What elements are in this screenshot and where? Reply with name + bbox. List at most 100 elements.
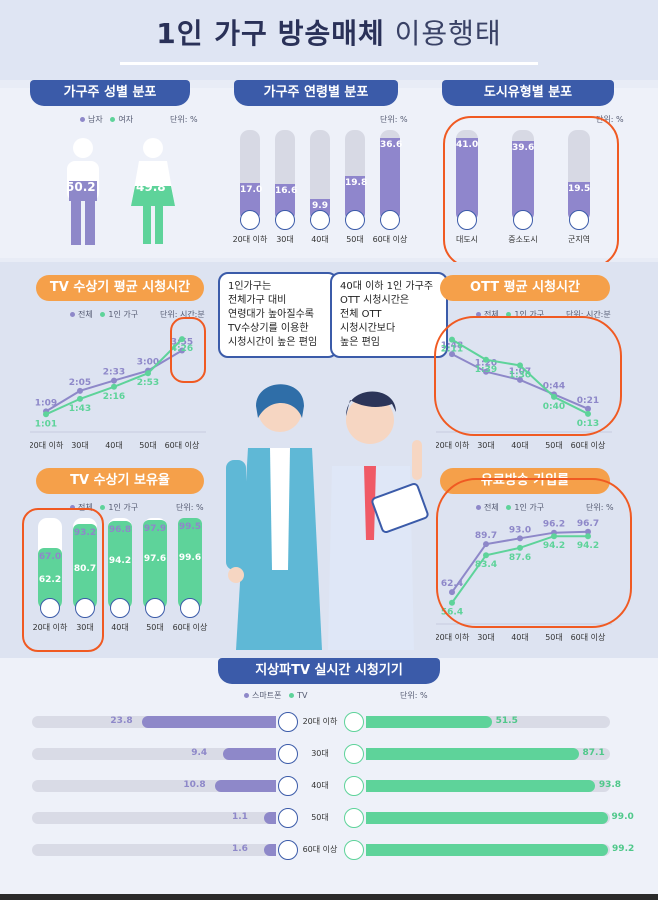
realtime-icon-smartphone [278, 712, 298, 732]
tv-own-label: 30대 [76, 623, 94, 632]
age-chart: 17.0 20대 이하 16.6 30대 9.9 40대 19.8 50대 36.6 60대 이상 [228, 126, 408, 256]
tv-own-bar-total: 99.5 [178, 518, 202, 610]
realtime-value-smartphone: 10.8 [183, 780, 206, 790]
paid-point-single [585, 533, 591, 540]
male-value: 50.2 [66, 180, 96, 194]
ott-time-point-single [551, 393, 557, 400]
realtime-icon-tv [344, 744, 364, 764]
ott-time-point-single [517, 362, 523, 369]
tv-own-icon [40, 598, 60, 618]
tv-time-point-single [145, 370, 151, 377]
realtime-icon-tv [344, 808, 364, 828]
tv-own-legend: 전체 1인 가구 [70, 502, 138, 513]
age-label: 50대 [346, 235, 364, 244]
ott-time-value-single: 1:39 [475, 365, 497, 375]
man-illustration [328, 391, 429, 650]
tv-own-chart: 67.0 62.2 20대 이하 93.2 80.7 30대 96.8 94.2 40대 97.9… [30, 514, 210, 646]
realtime-value-smartphone: 1.1 [232, 812, 248, 822]
paid-value-total: 96.2 [543, 520, 565, 530]
tv-time-point-single [179, 336, 185, 343]
realtime-unit: 단위: % [400, 691, 428, 700]
tv-time-xlabel: 50대 [139, 441, 157, 450]
realtime-bar-smartphone [142, 716, 276, 728]
tv-own-value-total: 99.5 [178, 522, 202, 533]
age-value: 36.6 [380, 139, 403, 150]
age-icon [380, 210, 400, 230]
tv-time-value-single: 2:53 [137, 378, 159, 388]
male-figure [67, 138, 99, 245]
city-icon [513, 210, 533, 230]
realtime-bg-smartphone [32, 748, 276, 760]
tv-time-value-total: 3:00 [137, 358, 159, 368]
ott-time-xlabel: 40대 [511, 441, 529, 450]
paid-point-total [517, 535, 523, 542]
age-value: 17.0 [240, 184, 263, 195]
age-icon [240, 210, 260, 230]
realtime-bar-smartphone [223, 748, 276, 760]
tv-time-value-total: 2:33 [103, 368, 125, 378]
tv-own-value-single: 62.2 [38, 574, 62, 585]
realtime-bar-tv [366, 812, 608, 824]
city-value: 41.0 [456, 140, 479, 151]
age-icon [275, 210, 295, 230]
age-bar-bg [310, 130, 330, 222]
age-label: 40대 [311, 235, 329, 244]
realtime-icon-smartphone [278, 776, 298, 796]
city-label: 중소도시 [508, 235, 538, 244]
tv-time-value-total: 1:09 [35, 398, 57, 408]
ott-time-point-total [483, 368, 489, 375]
realtime-bar-tv [366, 780, 595, 792]
tv-time-point-total [77, 387, 83, 394]
city-label: 대도시 [455, 235, 479, 244]
tv-time-xlabel: 60대 이상 [165, 440, 200, 450]
tv-own-value-total: 67.0 [38, 552, 62, 563]
age-bar: 36.6 [380, 137, 403, 222]
ott-time-value-single: 1:30 [509, 370, 531, 380]
gender-unit: 단위: % [170, 115, 198, 124]
tv-own-label: 20대 이하 [32, 623, 68, 632]
tv-own-label: 60대 이상 [172, 623, 208, 632]
paid-value-total: 62.4 [441, 579, 463, 589]
paid-xlabel: 20대 이하 [436, 632, 470, 642]
realtime-tab: 지상파TV 실시간 시청기기 [218, 658, 440, 684]
annotation-tv-own [22, 508, 104, 652]
city-label: 군지역 [567, 235, 591, 244]
paid-point-single [483, 552, 489, 559]
ott-time-value-total: 1:07 [509, 367, 531, 377]
paid-point-total [483, 541, 489, 548]
realtime-label: 20대 이하 [302, 717, 338, 726]
age-label: 20대 이하 [232, 235, 268, 244]
tv-time-chart: 1:09 2:05 2:33 3:00 3:55 1:01 1:43 2:16 2:53 4:26… [30, 336, 206, 450]
realtime-bar-tv [366, 844, 609, 856]
age-value: 16.6 [275, 185, 298, 196]
realtime-icon-tv [344, 712, 364, 732]
paid-value-total: 93.0 [509, 525, 531, 535]
tv-time-value-total: 3:55 [171, 338, 193, 348]
ott-time-unit: 단위: 시간:분 [566, 310, 611, 319]
realtime-bar-tv [366, 716, 492, 728]
tv-time-point-single [43, 411, 49, 418]
city-bar: 41.0 [456, 138, 478, 222]
tv-time-point-single [77, 395, 83, 402]
realtime-bar-smartphone [264, 812, 276, 824]
tv-time-value-single: 1:01 [35, 419, 57, 429]
callout-right: 40대 이하 1인 가구주 OTT 시청시간은 전체 OTT 시청시간보다 높은 편임 [330, 272, 448, 358]
age-value: 9.9 [312, 201, 328, 212]
paid-legend: 전체 1인 가구 [476, 502, 544, 513]
realtime-bg-smartphone [32, 812, 276, 824]
tv-own-label: 50대 [146, 623, 164, 632]
paid-value-single: 83.4 [475, 560, 497, 570]
realtime-value-tv: 87.1 [582, 748, 605, 758]
realtime-value-tv: 99.0 [611, 812, 634, 822]
city-value: 39.6 [512, 143, 535, 154]
tv-own-icon [180, 598, 200, 618]
realtime-icon-smartphone [278, 808, 298, 828]
tv-own-value-total: 96.8 [108, 524, 132, 535]
tv-time-value-single: 1:43 [69, 404, 91, 414]
tv-own-bar-total: 93.2 [73, 524, 97, 610]
paid-xlabel: 60대 이상 [571, 632, 606, 642]
paid-point-single [517, 544, 523, 551]
gender-legend: 남자 여자 [80, 114, 133, 125]
title-band [0, 0, 658, 80]
ott-time-point-total [517, 376, 523, 383]
